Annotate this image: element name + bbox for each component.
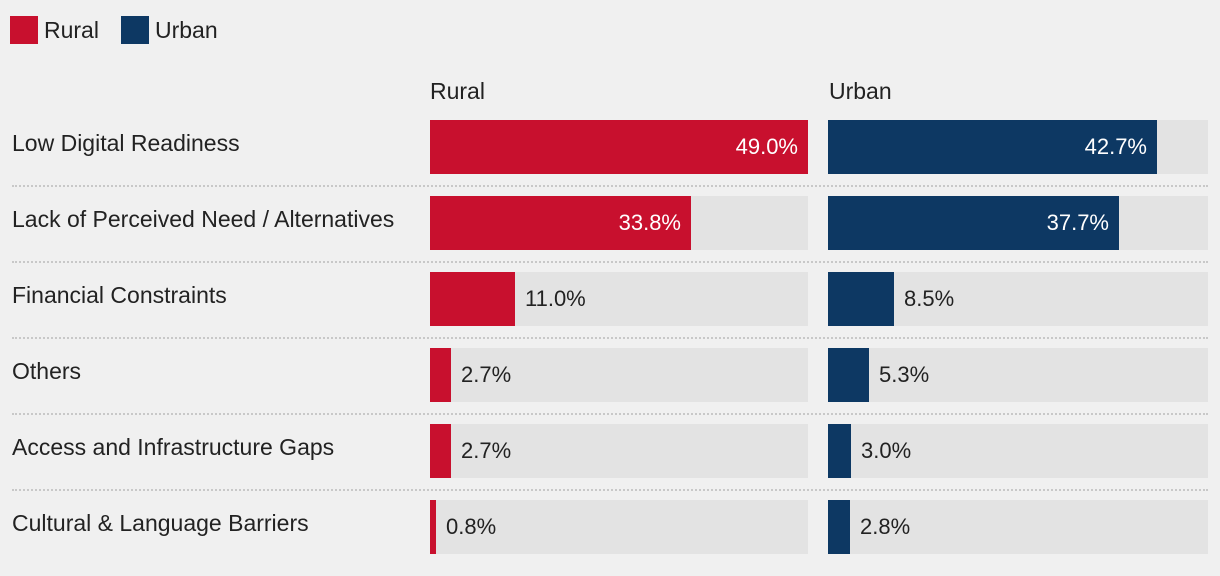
bar-track-urban: 42.7%	[828, 120, 1208, 174]
bar-track-rural: 33.8%	[430, 196, 808, 250]
chart-row-access-and-infrastructure-gaps: Access and Infrastructure Gaps 2.7% 3.0%	[0, 424, 1220, 500]
chart-row-cultural-language-barriers: Cultural & Language Barriers 0.8% 2.8%	[0, 500, 1220, 576]
row-divider	[12, 337, 1208, 339]
bar-rural	[430, 348, 451, 402]
data-label-urban: 8.5%	[904, 286, 955, 311]
category-label: Financial Constraints	[12, 282, 227, 308]
row-divider	[12, 489, 1208, 491]
data-label-rural: 0.8%	[446, 514, 497, 539]
data-label-urban: 37.7%	[1046, 210, 1109, 235]
bar-track-urban: 2.8%	[828, 500, 1208, 554]
bar-urban	[828, 120, 1157, 174]
data-label-rural: 11.0%	[525, 286, 586, 311]
bar-rural	[430, 424, 451, 478]
panel-title-urban: Urban	[829, 78, 892, 104]
bar-urban	[828, 196, 1119, 250]
bar-track-urban: 5.3%	[828, 348, 1208, 402]
bar-track-urban: 3.0%	[828, 424, 1208, 478]
data-label-urban: 42.7%	[1084, 134, 1147, 159]
panel-title-rural: Rural	[430, 78, 485, 104]
data-label-rural: 49.0%	[735, 134, 798, 159]
chart-row-lack-of-perceived-need-alternatives: Lack of Perceived Need / Alternatives 33.…	[0, 196, 1220, 272]
bar-track-urban: 8.5%	[828, 272, 1208, 326]
legend-swatch-rural	[10, 16, 38, 44]
row-divider	[12, 413, 1208, 415]
bar-track-rural: 2.7%	[430, 424, 808, 478]
category-label: Cultural & Language Barriers	[12, 510, 309, 536]
bar-urban	[828, 500, 850, 554]
legend: Rural Urban	[10, 16, 240, 44]
bar-rural	[430, 500, 436, 554]
bar-track-urban: 37.7%	[828, 196, 1208, 250]
category-label: Lack of Perceived Need / Alternatives	[12, 206, 395, 232]
bar-urban	[828, 272, 894, 326]
legend-item-rural: Rural	[10, 16, 99, 44]
data-label-rural: 33.8%	[618, 210, 681, 235]
bar-urban	[828, 424, 851, 478]
chart-row-financial-constraints: Financial Constraints 11.0% 8.5%	[0, 272, 1220, 348]
bar-track-rural: 49.0%	[430, 120, 808, 174]
bar-rural	[430, 272, 515, 326]
legend-item-urban: Urban	[120, 16, 218, 44]
chart-row-others: Others 2.7% 5.3%	[0, 348, 1220, 424]
row-divider	[12, 185, 1208, 187]
legend-swatch-urban	[120, 16, 149, 44]
bar-track-rural: 2.7%	[430, 348, 808, 402]
bar-rural	[430, 196, 691, 250]
category-label: Low Digital Readiness	[12, 130, 240, 156]
category-label: Access and Infrastructure Gaps	[12, 434, 335, 460]
data-label-urban: 3.0%	[861, 438, 912, 463]
legend-label-urban: Urban	[154, 16, 218, 43]
data-label-urban: 5.3%	[879, 362, 930, 387]
bar-track-rural: 0.8%	[430, 500, 808, 554]
row-divider	[12, 261, 1208, 263]
category-label: Others	[12, 358, 82, 384]
bar-track-rural: 11.0%	[430, 272, 808, 326]
data-label-rural: 2.7%	[461, 438, 512, 463]
data-label-rural: 2.7%	[461, 362, 512, 387]
legend-label-rural: Rural	[44, 16, 99, 43]
chart-row-low-digital-readiness: Low Digital Readiness 49.0% 42.7%	[0, 120, 1220, 196]
data-label-urban: 2.8%	[860, 514, 911, 539]
bar-urban	[828, 348, 869, 402]
bar-rural	[430, 120, 808, 174]
